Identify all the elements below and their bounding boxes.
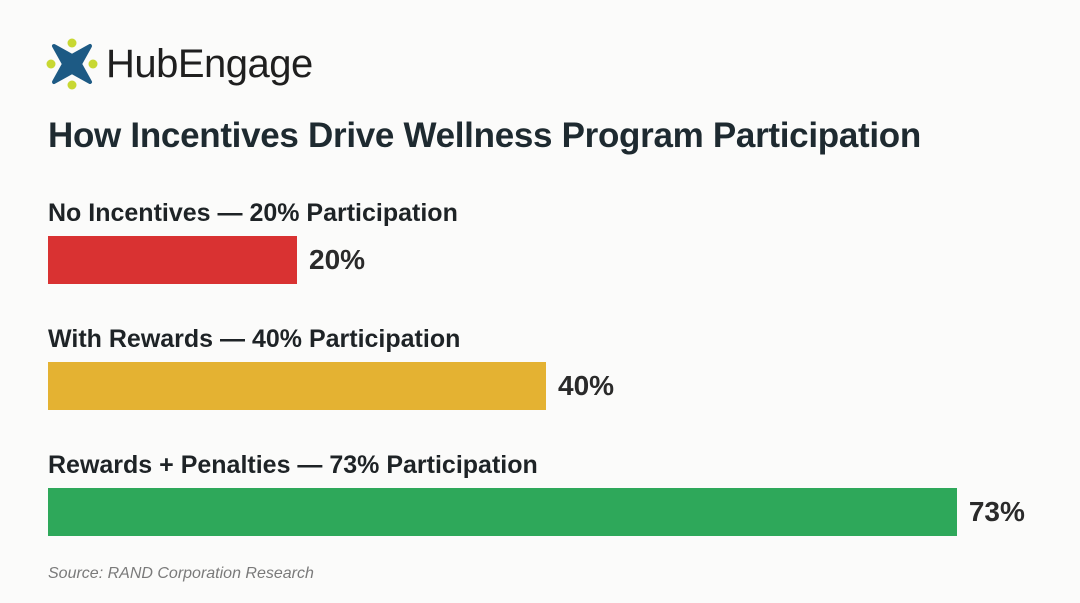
value-label: 20% (309, 244, 366, 275)
bar (48, 488, 957, 536)
hubengage-logo-icon (46, 38, 98, 90)
brand-name: HubEngage (106, 41, 313, 86)
category-label: No Incentives — 20% Participation (48, 199, 458, 227)
bar (48, 236, 297, 284)
category-label: Rewards + Penalties — 73% Participation (48, 451, 538, 479)
value-label: 40% (558, 370, 615, 401)
bar (48, 362, 546, 410)
logo: HubEngage (46, 38, 313, 90)
source-note: Source: RAND Corporation Research (48, 565, 314, 582)
category-label: With Rewards — 40% Participation (48, 325, 461, 353)
value-label: 73% (968, 496, 1025, 527)
chart-title: How Incentives Drive Wellness Program Pa… (48, 116, 921, 155)
